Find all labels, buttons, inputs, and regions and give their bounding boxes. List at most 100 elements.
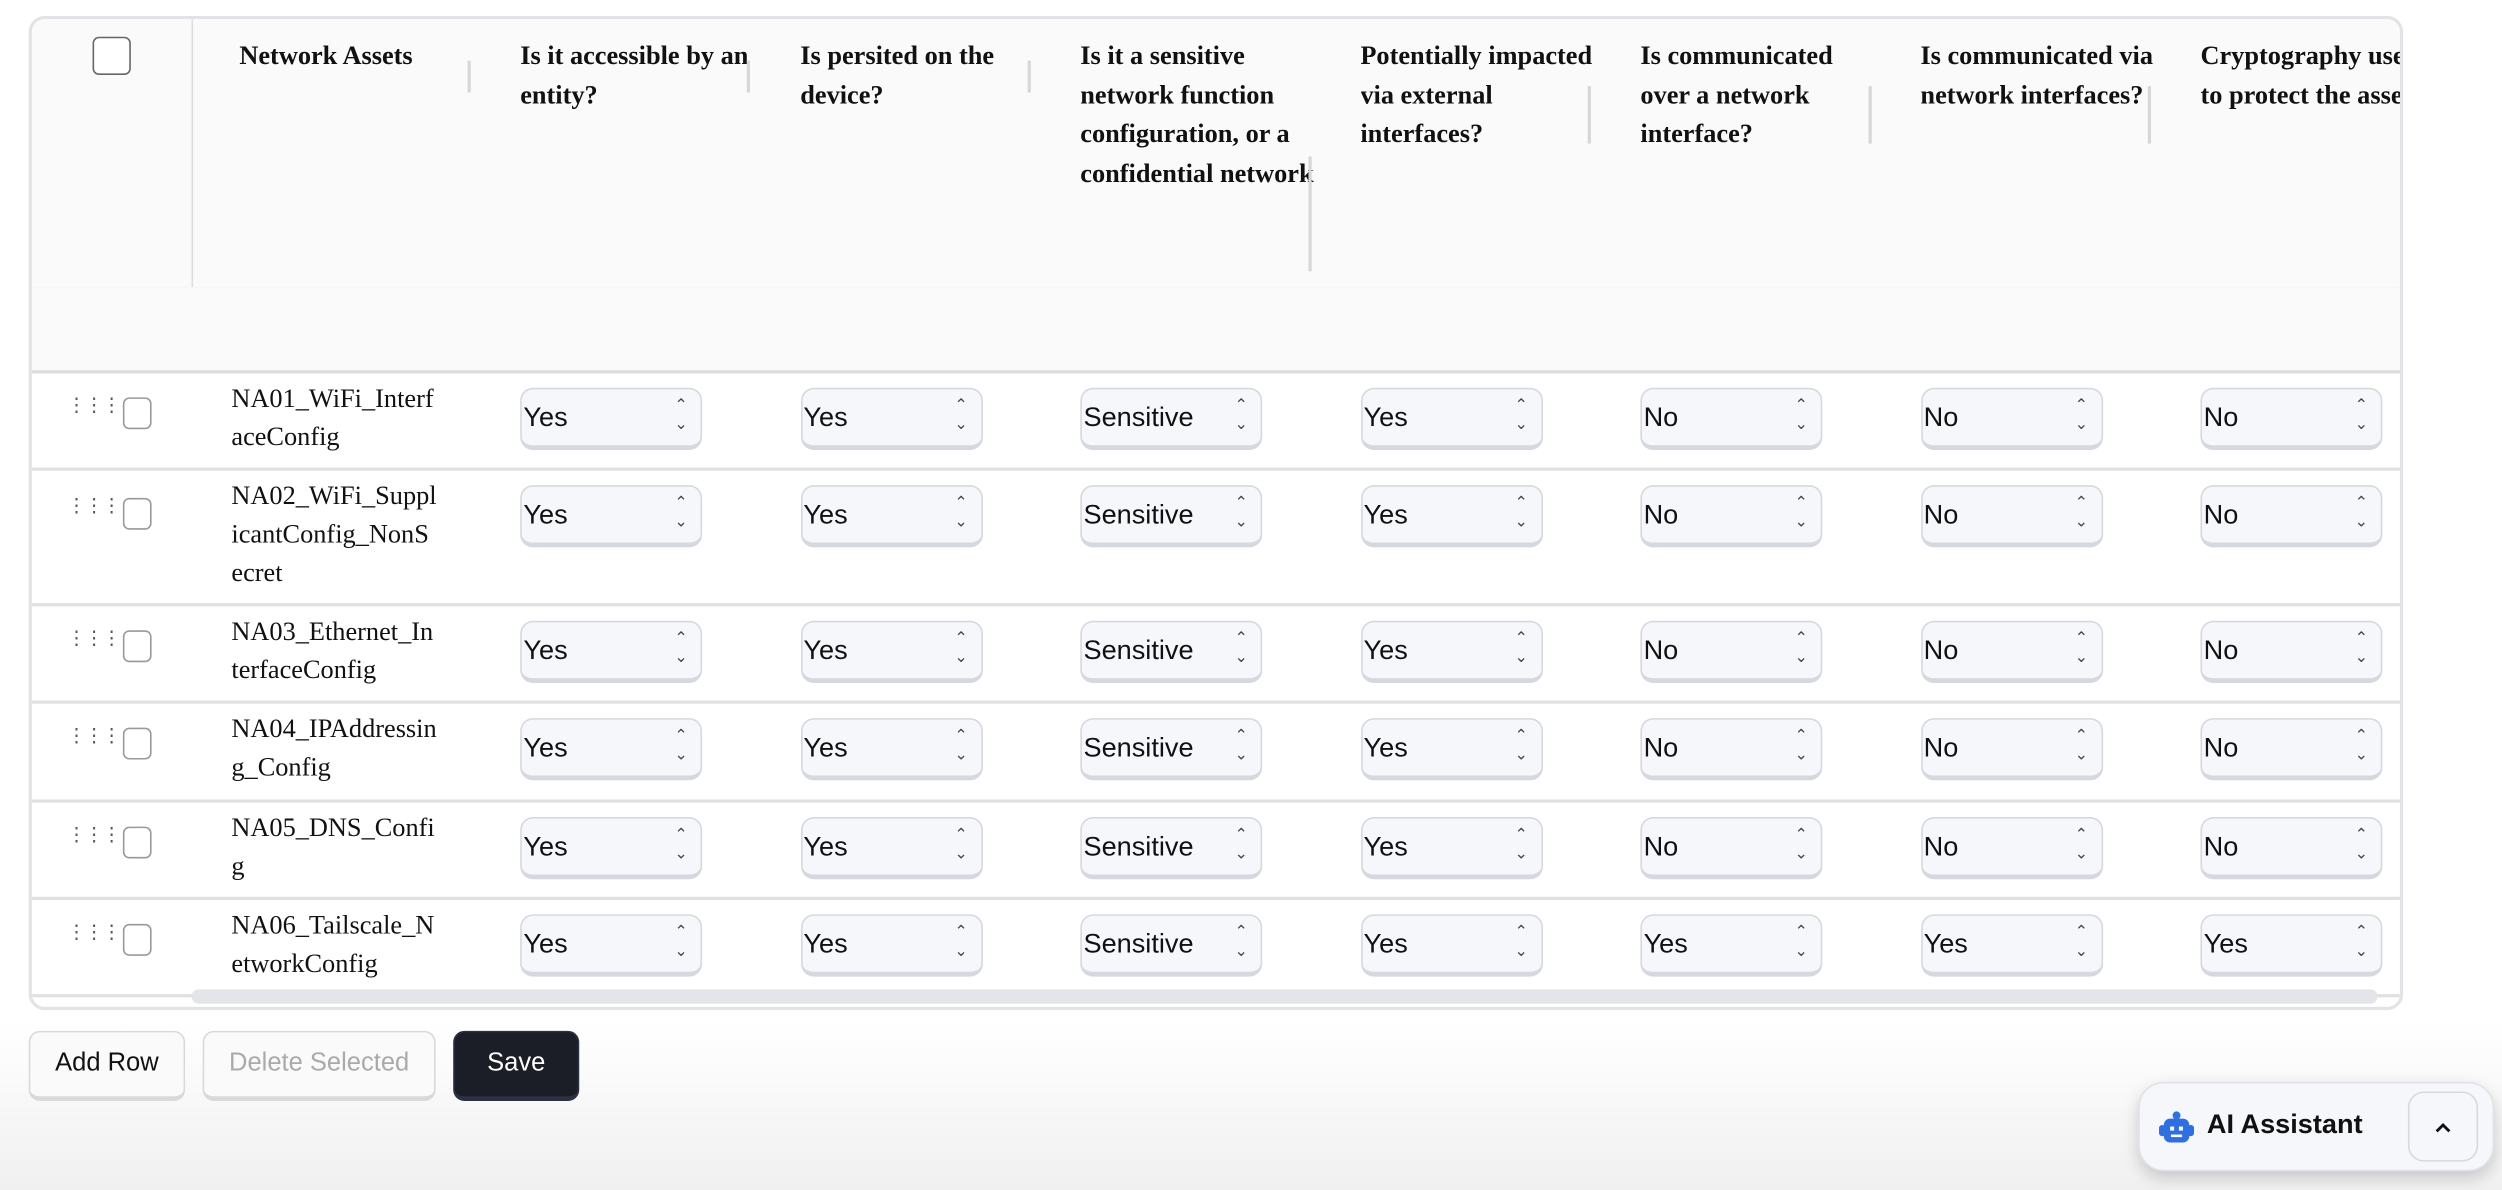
select-value: Yes — [523, 499, 568, 530]
select-column-header — [32, 19, 194, 288]
value-select[interactable]: No ⌃ ⌄ — [1920, 718, 2103, 781]
value-select[interactable]: Sensitive ⌃ ⌄ — [1080, 485, 1263, 548]
value-select[interactable]: No ⌃ ⌄ — [1920, 387, 2103, 450]
row-checkbox[interactable] — [122, 826, 152, 859]
column-header[interactable]: Cryptography used to protect the asset — [2200, 39, 2404, 110]
value-select[interactable]: Yes ⌃ ⌄ — [800, 387, 983, 450]
chevron-updown-icon: ⌃ ⌄ — [674, 727, 688, 765]
value-select[interactable]: No ⌃ ⌄ — [1640, 485, 1823, 548]
value-select[interactable]: Yes ⌃ ⌄ — [1360, 387, 1543, 450]
chevron-updown-icon: ⌃ ⌄ — [1234, 494, 1248, 532]
ai-assistant-panel[interactable]: AI Assistant — [2138, 1081, 2495, 1172]
column-header[interactable]: Network Assets — [239, 39, 413, 71]
value-select[interactable]: Yes ⌃ ⌄ — [800, 485, 983, 548]
value-select[interactable]: No ⌃ ⌄ — [2200, 620, 2383, 683]
value-select[interactable]: No ⌃ ⌄ — [1640, 816, 1823, 880]
value-select[interactable]: No ⌃ ⌄ — [2200, 387, 2383, 450]
value-select[interactable]: Yes ⌃ ⌄ — [1360, 485, 1543, 548]
chevron-updown-icon: ⌃ ⌄ — [1794, 727, 1808, 765]
value-select[interactable]: Yes ⌃ ⌄ — [1920, 914, 2103, 977]
drag-handle-icon[interactable]: ⋮⋮⋮ — [67, 823, 121, 846]
value-select[interactable]: No ⌃ ⌄ — [1920, 816, 2103, 880]
select-value: No — [2203, 831, 2239, 862]
value-select[interactable]: Yes ⌃ ⌄ — [800, 620, 983, 683]
drag-handle-icon[interactable]: ⋮⋮⋮ — [67, 920, 121, 944]
chevron-updown-icon: ⌃ ⌄ — [954, 494, 968, 532]
value-select[interactable]: No ⌃ ⌄ — [2200, 718, 2383, 781]
row-checkbox[interactable] — [122, 497, 152, 530]
value-select[interactable]: No ⌃ ⌄ — [1920, 485, 2103, 548]
row-checkbox[interactable] — [122, 923, 152, 956]
column-resize-handle[interactable] — [1587, 86, 1591, 144]
save-button[interactable]: Save — [453, 1030, 580, 1102]
column-resize-handle[interactable] — [746, 60, 750, 93]
value-select[interactable]: Yes ⌃ ⌄ — [1360, 718, 1543, 781]
horizontal-scrollbar[interactable] — [191, 989, 2378, 1004]
value-select[interactable]: Yes ⌃ ⌄ — [2200, 914, 2383, 977]
delete-selected-button[interactable]: Delete Selected — [202, 1030, 436, 1102]
value-select[interactable]: Yes ⌃ ⌄ — [520, 816, 703, 880]
value-select[interactable]: Yes ⌃ ⌄ — [520, 387, 703, 450]
value-select[interactable]: Yes ⌃ ⌄ — [520, 914, 703, 977]
select-value: Sensitive — [1083, 635, 1194, 666]
value-select[interactable]: Yes ⌃ ⌄ — [520, 718, 703, 781]
value-select[interactable]: Yes ⌃ ⌄ — [800, 914, 983, 977]
row-checkbox[interactable] — [122, 397, 152, 430]
drag-handle-icon[interactable]: ⋮⋮⋮ — [67, 394, 121, 417]
value-select[interactable]: No ⌃ ⌄ — [2200, 816, 2383, 880]
asset-name: NA05_DNS_Config — [231, 812, 435, 881]
select-value: No — [1643, 831, 1679, 862]
column-header[interactable]: Is persited on the device? — [800, 39, 995, 110]
value-select[interactable]: Yes ⌃ ⌄ — [800, 718, 983, 781]
select-value: Yes — [1363, 635, 1408, 666]
drag-handle-icon[interactable]: ⋮⋮⋮ — [67, 627, 121, 650]
row-checkbox[interactable] — [122, 727, 152, 760]
expand-assistant-button[interactable] — [2407, 1091, 2479, 1162]
column-resize-handle[interactable] — [1868, 86, 1872, 144]
column-header[interactable]: Is it a sensitive network function confi… — [1080, 39, 1314, 188]
chevron-updown-icon: ⌃ ⌄ — [1234, 397, 1248, 435]
value-select[interactable]: Yes ⌃ ⌄ — [1360, 914, 1543, 977]
chevron-updown-icon: ⌃ ⌄ — [2354, 397, 2369, 435]
chevron-updown-icon: ⌃ ⌄ — [954, 397, 968, 435]
value-select[interactable]: Yes ⌃ ⌄ — [520, 620, 703, 683]
value-select[interactable]: Sensitive ⌃ ⌄ — [1080, 620, 1263, 683]
chevron-updown-icon: ⌃ ⌄ — [2354, 826, 2369, 864]
table-row: ⋮⋮⋮ NA01_WiFi_InterfaceConfig Yes ⌃ ⌄ Yes ⌃ ⌄ S… — [31, 370, 2400, 471]
value-select[interactable]: No ⌃ ⌄ — [1640, 387, 1823, 450]
value-select[interactable]: Sensitive ⌃ ⌄ — [1080, 816, 1263, 880]
select-value: Yes — [803, 732, 848, 763]
select-value: Sensitive — [1083, 732, 1194, 763]
value-select[interactable]: Sensitive ⌃ ⌄ — [1080, 718, 1263, 781]
chevron-updown-icon: ⌃ ⌄ — [1514, 826, 1528, 864]
value-select[interactable]: Yes ⌃ ⌄ — [1640, 914, 1823, 977]
value-select[interactable]: No ⌃ ⌄ — [1640, 620, 1823, 683]
asset-name: NA03_Ethernet_InterfaceConfig — [231, 615, 434, 685]
drag-handle-icon[interactable]: ⋮⋮⋮ — [67, 724, 121, 747]
column-header[interactable]: Is communicated via network interfaces? — [1920, 39, 2153, 110]
select-value: No — [1923, 402, 1959, 433]
column-resize-handle[interactable] — [467, 60, 471, 93]
value-select[interactable]: Yes ⌃ ⌄ — [800, 816, 983, 880]
row-checkbox[interactable] — [122, 630, 152, 663]
value-select[interactable]: Yes ⌃ ⌄ — [520, 485, 703, 548]
add-row-button[interactable]: Add Row — [28, 1030, 186, 1102]
value-select[interactable]: Yes ⌃ ⌄ — [1360, 620, 1543, 683]
column-resize-handle[interactable] — [1027, 60, 1031, 93]
column-resize-handle[interactable] — [2147, 86, 2152, 144]
chevron-updown-icon: ⌃ ⌄ — [1794, 630, 1808, 668]
value-select[interactable]: Sensitive ⌃ ⌄ — [1080, 387, 1263, 450]
select-all-checkbox[interactable] — [92, 36, 131, 75]
drag-handle-icon[interactable]: ⋮⋮⋮ — [67, 494, 121, 518]
column-header[interactable]: Is it accessible by an entity? — [520, 39, 749, 110]
column-resize-handle[interactable] — [1308, 156, 1312, 272]
value-select[interactable]: Sensitive ⌃ ⌄ — [1080, 914, 1263, 977]
value-select[interactable]: Yes ⌃ ⌄ — [1360, 816, 1543, 880]
table-row: ⋮⋮⋮ NA02_WiFi_SupplicantConfig_NonSecret… — [31, 468, 2400, 607]
value-select[interactable]: No ⌃ ⌄ — [1640, 718, 1823, 781]
value-select[interactable]: No ⌃ ⌄ — [1920, 620, 2103, 683]
select-value: No — [2203, 732, 2239, 763]
column-header[interactable]: Potentially impacted via external interf… — [1360, 39, 1593, 149]
column-header[interactable]: Is communicated over a network interface… — [1640, 39, 1833, 149]
value-select[interactable]: No ⌃ ⌄ — [2200, 485, 2383, 548]
